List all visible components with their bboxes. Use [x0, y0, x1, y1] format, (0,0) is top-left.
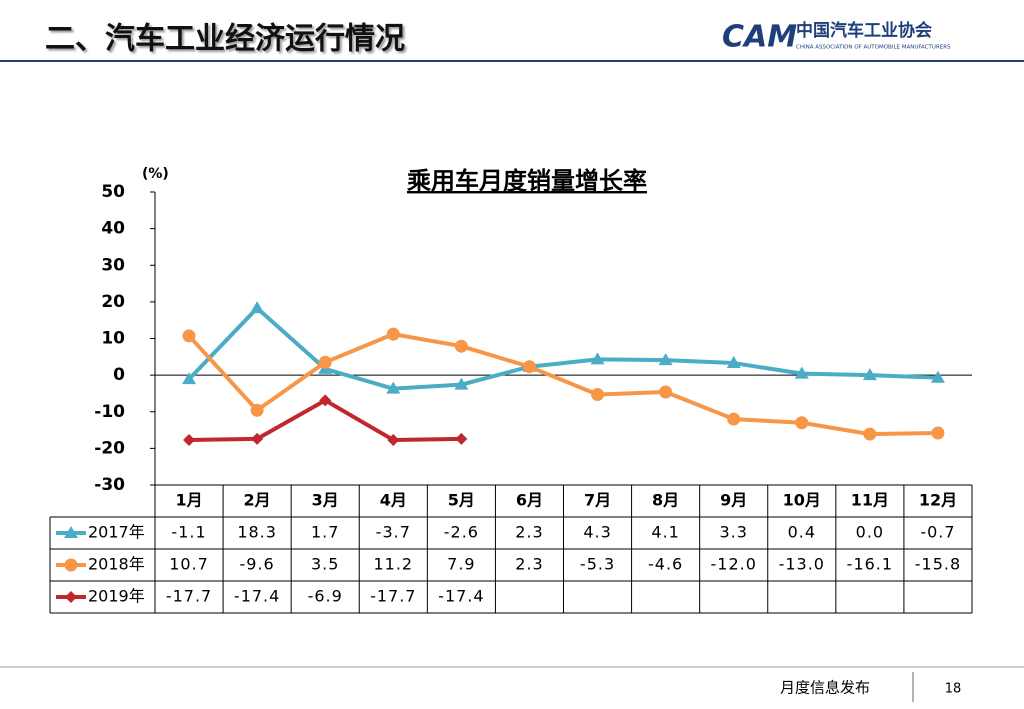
table-cell: -1.1: [171, 523, 206, 542]
point: [727, 412, 741, 426]
point: [659, 385, 673, 399]
logo-mark: CAM: [722, 20, 797, 55]
legend-label: 2017年: [88, 523, 145, 542]
point: [454, 377, 469, 390]
point: [386, 381, 401, 394]
logo-subtitle: CHINA ASSOCIATION OF AUTOMOBILE MANUFACT…: [796, 45, 951, 51]
page-number: 18: [945, 682, 962, 697]
table-cell: -0.7: [920, 523, 955, 542]
x-tick-label: 2月: [244, 491, 271, 510]
table-cell: -15.8: [915, 555, 961, 574]
x-tick-label: 9月: [720, 491, 747, 510]
table-cell: 3.5: [311, 555, 339, 574]
table-cell: 4.3: [583, 523, 611, 542]
point: [658, 353, 673, 366]
y-unit: (%): [142, 166, 169, 182]
legend-marker: [65, 591, 77, 603]
slide-title: 二、汽车工业经济运行情况: [45, 22, 405, 57]
series-line: [187, 306, 939, 391]
x-tick-label: 12月: [919, 491, 957, 510]
point: [250, 403, 264, 417]
table-cell: -16.1: [847, 555, 893, 574]
logo-name: 中国汽车工业协会: [796, 20, 932, 41]
table-cell: 4.1: [651, 523, 679, 542]
series-line: [187, 332, 938, 437]
point: [319, 394, 332, 407]
point: [318, 355, 332, 369]
x-tick-label: 3月: [312, 491, 339, 510]
legend-marker: [64, 526, 78, 538]
x-tick-label: 5月: [448, 491, 475, 510]
y-tick-label: -10: [94, 402, 125, 422]
y-tick-label: 0: [113, 365, 125, 385]
table-cell: 0.4: [788, 523, 816, 542]
table-cell: 3.3: [719, 523, 747, 542]
table-cell: 2.3: [515, 555, 543, 574]
x-tick-label: 6月: [516, 491, 543, 510]
point: [931, 426, 945, 440]
y-tick-label: -30: [94, 475, 125, 495]
x-tick-label: 4月: [380, 491, 407, 510]
point: [591, 388, 605, 402]
table-cell: 2.3: [515, 523, 543, 542]
table-cell: -17.4: [438, 587, 484, 606]
point: [455, 432, 468, 445]
y-tick-label: 30: [101, 255, 125, 275]
chart-title: 乘用车月度销量增长率: [406, 167, 647, 195]
table-cell: -17.7: [370, 587, 416, 606]
y-tick-label: 10: [101, 329, 125, 349]
x-tick-label: 10月: [783, 491, 821, 510]
x-tick-label: 11月: [851, 491, 889, 510]
y-tick-label: 20: [101, 292, 125, 312]
point: [930, 370, 945, 383]
table-cell: 0.0: [856, 523, 884, 542]
table-cell: -3.7: [376, 523, 411, 542]
point: [250, 301, 265, 314]
footer-text: 月度信息发布: [780, 679, 870, 697]
y-tick-label: 40: [101, 219, 125, 239]
legend-label: 2019年: [88, 587, 145, 606]
table-cell: 7.9: [447, 555, 475, 574]
point: [183, 433, 196, 446]
point: [863, 427, 877, 441]
table-cell: 1.7: [311, 523, 339, 542]
table-cell: -4.6: [648, 555, 683, 574]
point: [795, 416, 809, 430]
point: [182, 329, 196, 343]
table-cell: -17.4: [234, 587, 280, 606]
table-cell: -12.0: [711, 555, 757, 574]
x-tick-label: 1月: [175, 491, 202, 510]
point: [454, 339, 468, 353]
point: [862, 368, 877, 381]
point: [794, 366, 809, 379]
table-cell: 11.2: [373, 555, 413, 574]
table-cell: -5.3: [580, 555, 615, 574]
table-cell: 18.3: [237, 523, 277, 542]
point: [182, 372, 197, 385]
table-cell: -17.7: [166, 587, 212, 606]
y-tick-label: 50: [101, 182, 125, 202]
point: [522, 360, 536, 374]
table-cell: -9.6: [240, 555, 275, 574]
table-cell: -6.9: [308, 587, 343, 606]
table-cell: 10.7: [169, 555, 209, 574]
x-tick-label: 7月: [584, 491, 611, 510]
point: [590, 352, 605, 365]
point: [726, 356, 741, 369]
table-cell: -2.6: [444, 523, 479, 542]
point: [251, 432, 264, 445]
point: [387, 433, 400, 446]
legend-marker: [64, 558, 78, 572]
y-tick-label: -20: [94, 438, 125, 458]
x-tick-label: 8月: [652, 491, 679, 510]
legend-label: 2018年: [88, 555, 145, 574]
point: [386, 327, 400, 341]
table-cell: -13.0: [779, 555, 825, 574]
